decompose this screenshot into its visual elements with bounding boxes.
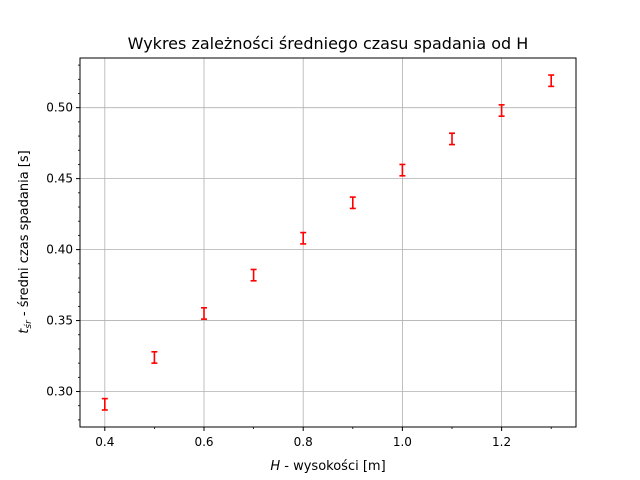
data-point — [349, 196, 356, 210]
y-tick-label: 0.40 — [46, 243, 73, 257]
data-point — [101, 397, 108, 411]
plot-frame — [79, 57, 577, 428]
y-axis-ticks: 0.30 0.35 0.40 0.45 0.50 — [46, 64, 80, 421]
x-axis-label-symbol: H — [270, 459, 280, 474]
data-points — [101, 74, 555, 411]
grid-lines — [80, 58, 576, 427]
y-tick-label: 0.30 — [46, 385, 73, 399]
x-tick-label: 0.4 — [95, 435, 114, 449]
data-point — [201, 306, 207, 320]
y-tick-label: 0.50 — [46, 101, 73, 115]
y-axis-label: tśr - średni czas spadania [s] — [17, 150, 34, 333]
x-tick-label: 0.6 — [194, 435, 213, 449]
x-tick-label: 0.8 — [294, 435, 313, 449]
y-axis-label-symbol: t — [17, 328, 32, 334]
data-point — [300, 231, 307, 245]
y-axis-label-text: - średni czas spadania [s] — [17, 150, 32, 320]
x-axis-label-text: - wysokości [m] — [280, 459, 386, 474]
data-point — [548, 74, 555, 88]
data-point — [399, 163, 406, 177]
y-tick-label: 0.35 — [46, 314, 73, 328]
x-axis-ticks: 0.4 0.6 0.8 1.0 1.2 — [95, 427, 552, 449]
data-point — [250, 268, 257, 282]
x-tick-label: 1.2 — [492, 435, 511, 449]
x-axis-label: H - wysokości [m] — [270, 459, 385, 474]
data-point — [151, 350, 158, 364]
y-axis-label-subscript: śr — [23, 319, 34, 329]
chart-title: Wykres zależności średniego czasu spadan… — [128, 34, 529, 53]
data-point — [449, 132, 455, 146]
y-tick-label: 0.45 — [46, 172, 73, 186]
x-tick-label: 1.0 — [393, 435, 412, 449]
data-point — [498, 104, 505, 117]
